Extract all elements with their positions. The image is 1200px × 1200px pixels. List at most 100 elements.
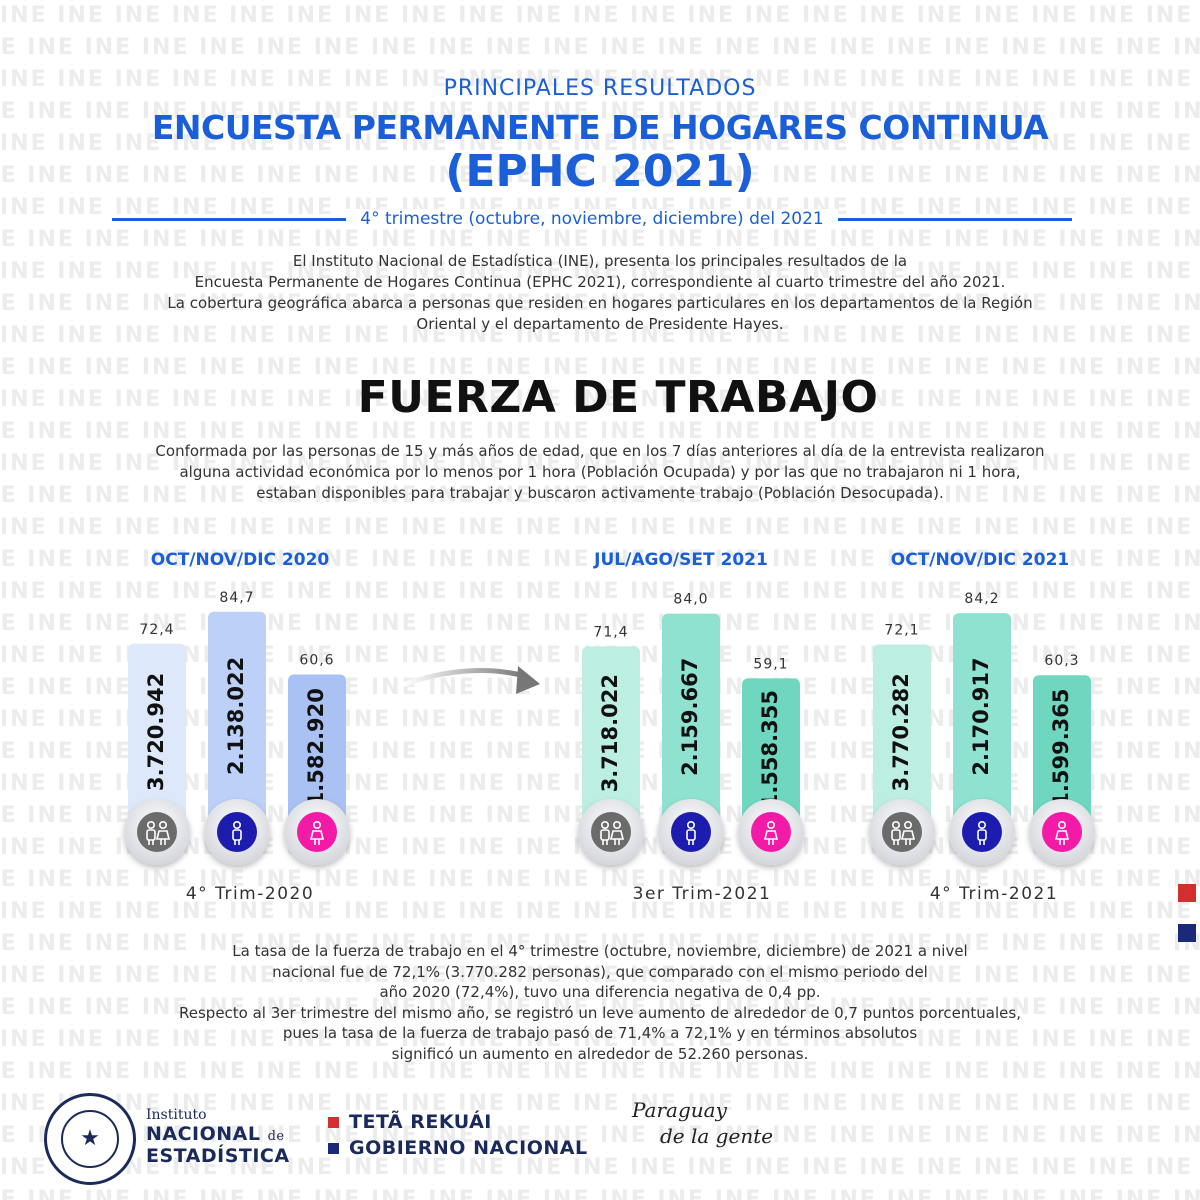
intro-line: El Instituto Nacional de Estadística (IN… [292, 252, 908, 270]
person-head [686, 820, 695, 829]
definition-line: estaban disponibles para trabajar y busc… [256, 484, 944, 502]
icon-circle [297, 812, 337, 852]
ine-logo-word: NACIONAL [146, 1123, 261, 1145]
male-icon [232, 820, 242, 845]
header-title: ENCUESTA PERMANENTE DE HOGARES CONTINUA [151, 108, 1049, 147]
count-label: 3.718.022 [598, 674, 622, 792]
bar [582, 646, 640, 832]
watermark-row: INE INE INE INE INE INE INE INE INE INE … [0, 1123, 1200, 1148]
person-dress [609, 830, 625, 840]
rate-label: 71,4 [593, 624, 628, 640]
person-head [147, 820, 156, 829]
watermark-row: INE INE INE INE INE INE INE INE INE INE … [0, 131, 1200, 156]
person-body [891, 829, 901, 841]
watermark-row: INE INE INE INE INE INE INE INE INE INE … [0, 1027, 1200, 1052]
ine-seal-logo: ★ [44, 1093, 136, 1185]
bar [953, 613, 1011, 832]
male-icon [686, 820, 696, 845]
person-head [766, 820, 775, 829]
watermark-row: INE INE INE INE INE INE INE INE INE INE … [0, 451, 1200, 476]
icon-circle [962, 812, 1002, 852]
watermark-row: INE INE INE INE INE INE INE INE INE INE … [0, 227, 1200, 252]
chart-footer: 3er Trim-2021 [633, 884, 772, 904]
bar [742, 678, 800, 832]
watermark-row: INE INE INE INE INE INE INE INE INE INE … [0, 483, 1200, 508]
person-head [612, 820, 621, 829]
male-glyph [891, 820, 901, 845]
rate-label: 84,2 [964, 591, 999, 607]
person-dress [155, 830, 171, 840]
red-square-icon [328, 1116, 339, 1128]
rate-label: 72,1 [884, 623, 919, 639]
male-icon [977, 820, 987, 845]
divider-line-left [112, 217, 347, 221]
watermark-row: INE INE INE INE INE INE INE INE INE INE … [0, 99, 1200, 124]
watermark-row: INE INE INE INE INE INE INE INE INE INE … [0, 259, 1200, 284]
person-dress [900, 830, 916, 840]
divider-line-right [837, 217, 1073, 221]
female-glyph [155, 820, 171, 845]
person-head [903, 820, 912, 829]
chart-title: OCT/NOV/DIC 2021 [891, 550, 1069, 570]
person-dress [763, 830, 779, 840]
watermark-row: INE INE INE INE INE INE INE INE INE INE … [0, 35, 1200, 60]
conclusion-line: La tasa de la fuerza de trabajo en el 4°… [232, 942, 968, 960]
flag-red-square [1178, 884, 1196, 902]
person-body [600, 829, 610, 841]
male-glyph [146, 820, 156, 845]
ine-logo-line: NACIONAL de [146, 1123, 290, 1145]
conclusion-line: año 2020 (72,4%), tuvo una diferencia ne… [379, 983, 821, 1001]
conclusion-line: significó un aumento en alrededor de 52.… [391, 1044, 809, 1063]
person-dress [309, 830, 325, 840]
female-icon [763, 820, 779, 845]
slogan-line: Paraguay [632, 1098, 727, 1122]
header-subtitle: PRINCIPALES RESULTADOS [443, 76, 757, 101]
count-label: 2.138.022 [224, 657, 248, 775]
person-head [1058, 820, 1067, 829]
watermark-row: INE INE INE INE INE INE INE INE INE INE … [0, 163, 1200, 188]
watermark-row: INE INE INE INE INE INE INE INE INE INE … [0, 867, 1200, 892]
female-icon [1054, 820, 1070, 845]
person-body [146, 829, 156, 841]
star-icon: ★ [61, 1110, 119, 1168]
bar [128, 643, 186, 832]
count-label: 3.770.282 [889, 673, 913, 791]
watermark-row: INE INE INE INE INE INE INE INE INE INE … [0, 931, 1200, 956]
bar [873, 644, 931, 832]
person-head [312, 820, 321, 829]
person-body [686, 829, 696, 841]
section-title: FUERZA DE TRABAJO [357, 372, 879, 423]
conclusion-text: La tasa de la fuerza de trabajo en el 4°… [100, 941, 1100, 1064]
rate-label: 72,4 [139, 622, 174, 638]
intro-line: La cobertura geográfica abarca a persona… [167, 294, 1033, 312]
person-head [600, 820, 609, 829]
icon-circle [591, 812, 631, 852]
flag-blue-square [1178, 924, 1196, 942]
person-head [159, 820, 168, 829]
count-label: 2.170.917 [969, 657, 993, 775]
slogan-line: de la gente [660, 1124, 774, 1148]
definition-line: alguna actividad económica por lo menos … [179, 463, 1021, 481]
definition-text: Conformada por las personas de 15 y más … [100, 441, 1100, 504]
definition-line: Conformada por las personas de 15 y más … [155, 442, 1045, 460]
bar [1033, 675, 1091, 832]
person-head [233, 820, 242, 829]
conclusion-line: Respecto al 3er trimestre del mismo año,… [179, 1003, 1021, 1022]
watermark-row: INE INE INE INE INE INE INE INE INE INE … [0, 419, 1200, 444]
watermark-row: INE INE INE INE INE INE INE INE INE INE … [0, 355, 1200, 380]
count-label: 1.558.355 [758, 690, 782, 808]
header-title-year: (EPHC 2021) [445, 146, 755, 197]
person-head [977, 820, 986, 829]
ine-logo-line: Instituto [146, 1107, 207, 1123]
blue-square-icon [328, 1142, 339, 1154]
count-label: 3.720.942 [144, 673, 168, 791]
gov-text: GOBIERNO NACIONAL [349, 1137, 588, 1159]
period-text: 4° trimestre (octubre, noviembre, diciem… [346, 209, 838, 229]
watermark-row: INE INE INE INE INE INE INE INE INE INE … [0, 515, 1200, 540]
watermark-row: INE INE INE INE INE INE INE INE INE INE … [0, 547, 1200, 572]
female-glyph [900, 820, 916, 845]
chart-title: OCT/NOV/DIC 2020 [151, 550, 330, 570]
gov-line-1: TETÃ REKUÁI [328, 1111, 588, 1133]
watermark-row: INE INE INE INE INE INE INE INE INE INE … [0, 387, 1200, 412]
rate-label: 60,3 [1044, 653, 1079, 669]
